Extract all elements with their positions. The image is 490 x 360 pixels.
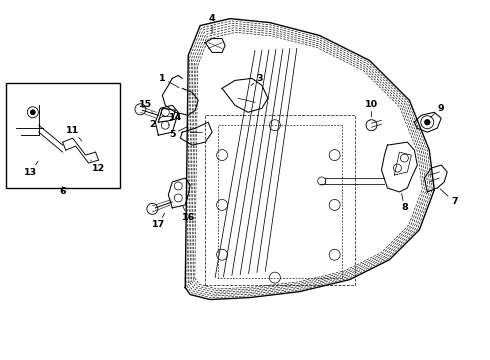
Text: 2: 2: [149, 115, 164, 129]
Circle shape: [36, 155, 42, 161]
Text: 8: 8: [401, 193, 408, 212]
Text: 7: 7: [440, 189, 458, 206]
Text: 3: 3: [251, 74, 263, 85]
Text: 17: 17: [152, 213, 165, 229]
Text: 10: 10: [365, 100, 378, 117]
Text: 6: 6: [59, 186, 66, 197]
Text: 11: 11: [66, 126, 82, 141]
Circle shape: [30, 110, 35, 115]
Text: 16: 16: [182, 206, 195, 222]
Text: 1: 1: [159, 74, 179, 88]
Text: 5: 5: [169, 127, 187, 139]
Circle shape: [424, 120, 430, 125]
Text: 13: 13: [24, 161, 38, 176]
Text: 14: 14: [168, 113, 182, 125]
Bar: [6, 84, 121, 188]
Text: 9: 9: [430, 104, 444, 117]
Text: 12: 12: [91, 160, 105, 172]
Text: 4: 4: [209, 14, 216, 33]
Text: 15: 15: [139, 100, 152, 112]
